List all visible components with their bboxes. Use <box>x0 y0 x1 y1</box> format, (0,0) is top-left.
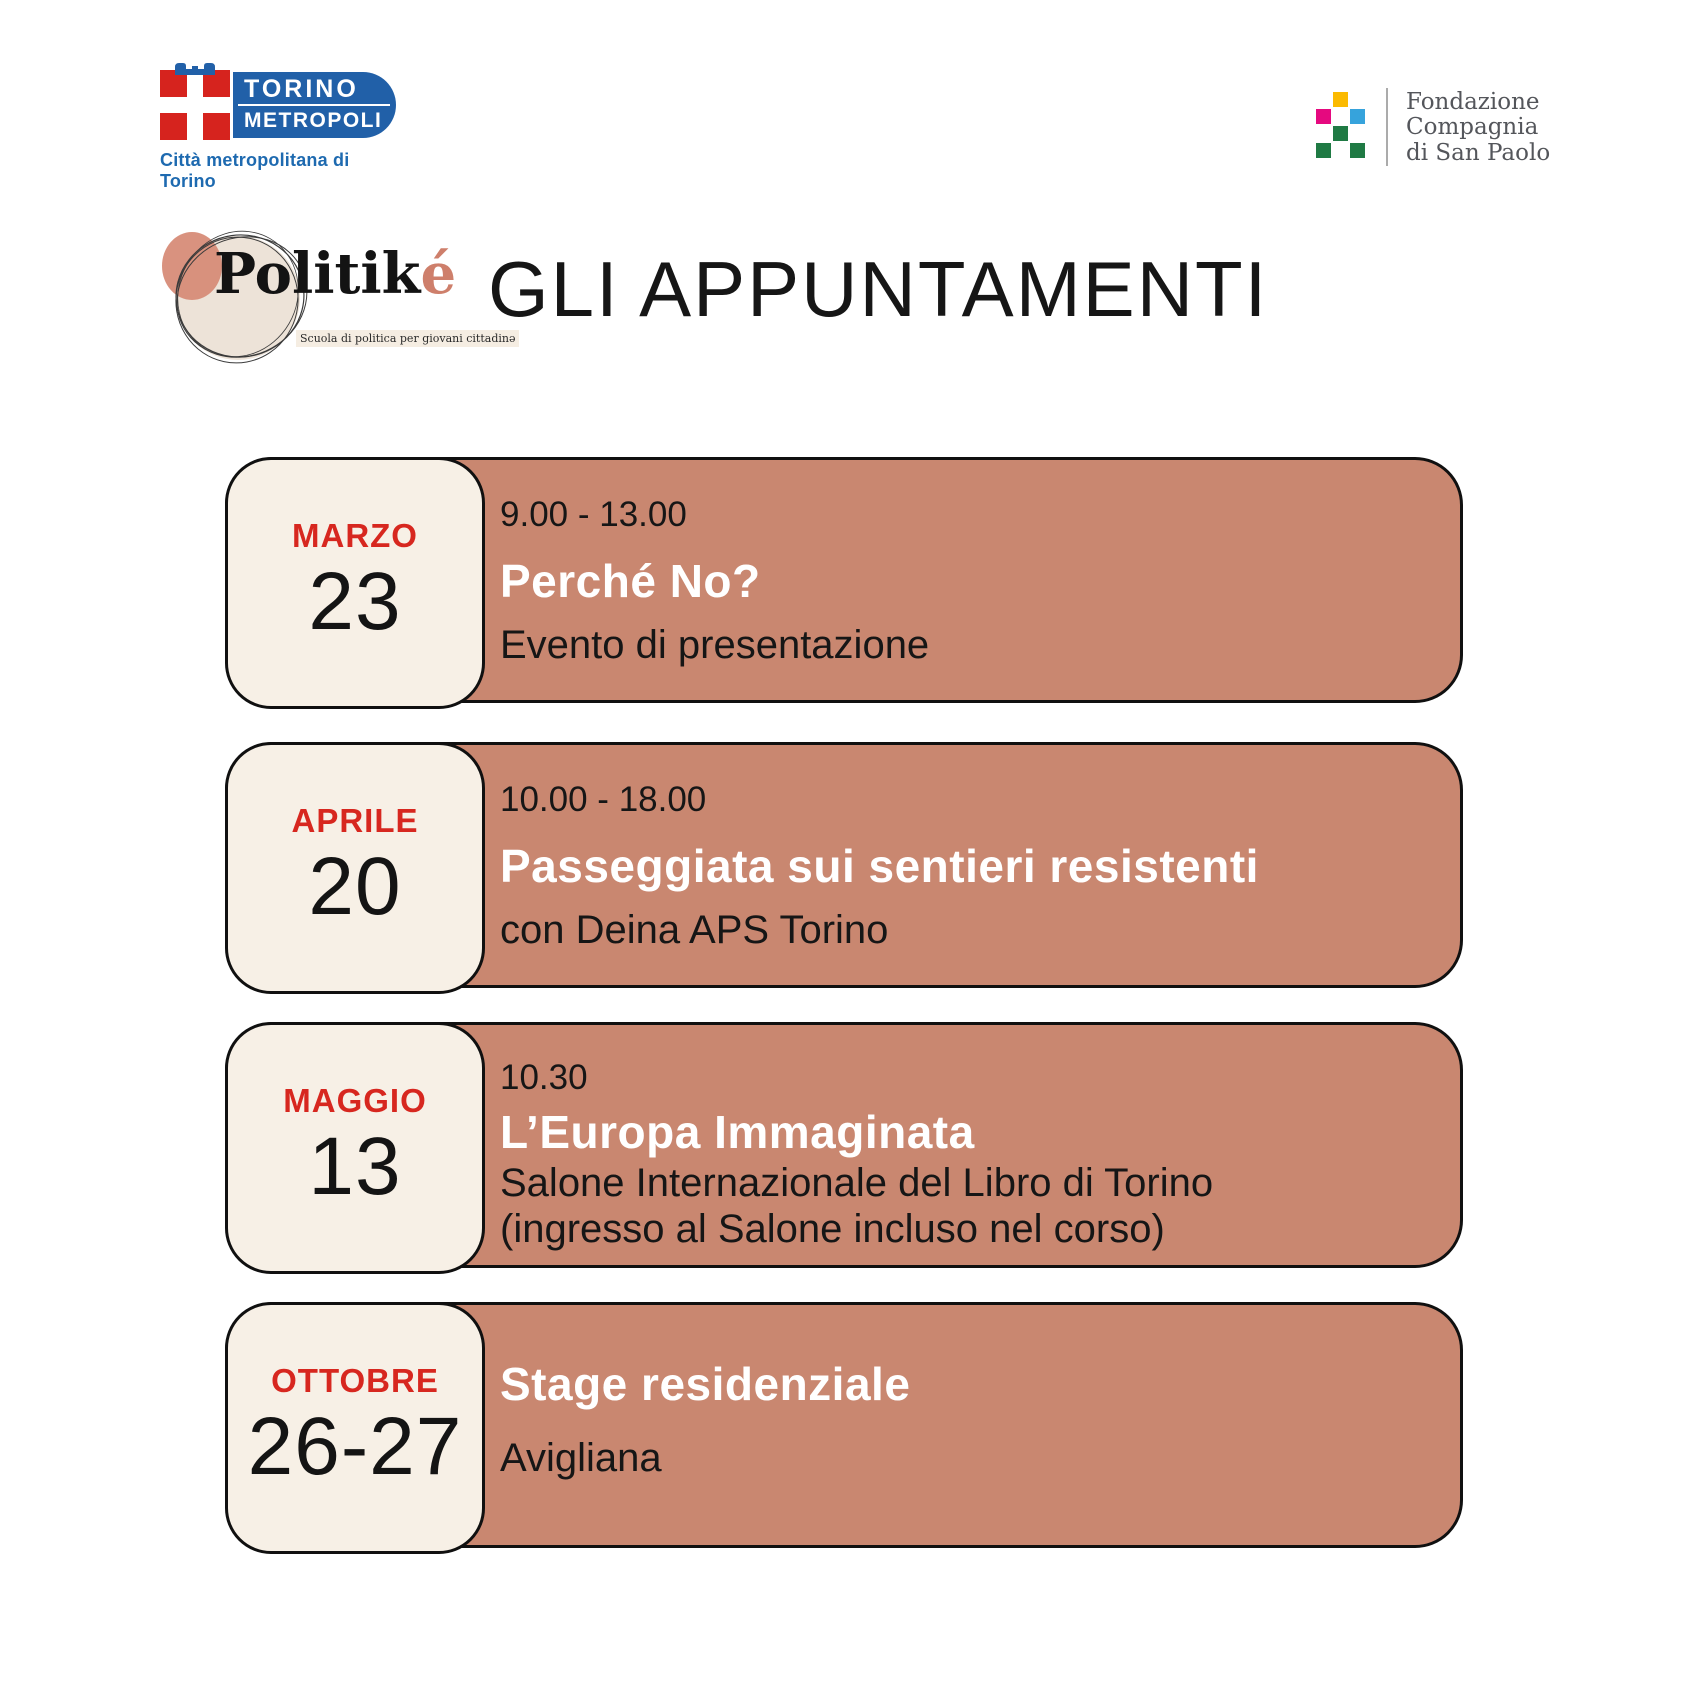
politike-wordmark: Politiké <box>214 246 456 302</box>
politike-wordmark-text: Politik <box>214 241 421 307</box>
event-detail: con Deina APS Torino <box>500 908 889 953</box>
fondazione-san-paolo-logo: Fondazione Compagnia di San Paolo <box>1316 88 1616 168</box>
event-month: MAGGIO <box>283 1081 427 1119</box>
page-title: GLI APPUNTAMENTI <box>488 245 1269 333</box>
event-detail: Avigliana <box>500 1436 662 1481</box>
fondazione-squares-icon <box>1316 92 1365 158</box>
event-card: MAGGIO 13 10.30 L’Europa Immaginata Salo… <box>225 1022 1463 1274</box>
event-content: 10.00 - 18.00 Passeggiata sui sentieri r… <box>500 745 1420 985</box>
event-day: 13 <box>308 1120 402 1212</box>
divider <box>238 104 390 106</box>
event-card: APRILE 20 10.00 - 18.00 Passeggiata sui … <box>225 742 1463 994</box>
cross-icon <box>160 97 230 113</box>
torino-logo-line1: TORINO <box>244 75 359 103</box>
politike-logo: Politiké Scuola di politica per giovani … <box>160 222 520 372</box>
event-card: MARZO 23 9.00 - 13.00 Perché No? Evento … <box>225 457 1463 709</box>
event-month: APRILE <box>291 801 419 839</box>
fondazione-line3: di San Paolo <box>1406 139 1551 166</box>
event-content: Stage residenziale Avigliana <box>500 1305 1420 1545</box>
fondazione-line1: Fondazione <box>1406 89 1540 115</box>
event-content: 10.30 L’Europa Immaginata Salone Interna… <box>500 1025 1420 1265</box>
event-title: Perché No? <box>500 555 761 607</box>
event-detail: Salone Internazionale del Libro di Torin… <box>500 1161 1214 1206</box>
fondazione-logo-text: Fondazione Compagnia di San Paolo <box>1406 89 1551 166</box>
torino-logo-line2: METROPOLI <box>244 109 383 132</box>
event-date-box: MARZO 23 <box>225 457 485 709</box>
crown-icon <box>175 63 215 75</box>
event-title: Passeggiata sui sentieri resistenti <box>500 840 1259 892</box>
event-date-box: APRILE 20 <box>225 742 485 994</box>
event-time: 10.30 <box>500 1058 588 1097</box>
event-day: 26-27 <box>247 1400 463 1492</box>
politike-circle-icon <box>162 230 308 364</box>
event-detail: (ingresso al Salone incluso nel corso) <box>500 1207 1165 1252</box>
event-month: MARZO <box>292 516 418 554</box>
torino-metropoli-logo: TORINO METROPOLI Città metropolitana di … <box>160 60 410 191</box>
event-detail: Evento di presentazione <box>500 623 930 668</box>
fondazione-line2: Compagnia <box>1406 114 1539 141</box>
event-day: 20 <box>308 840 402 932</box>
event-title: L’Europa Immaginata <box>500 1106 975 1158</box>
event-time: 10.00 - 18.00 <box>500 780 707 819</box>
torino-logo-subtitle: Città metropolitana di Torino <box>160 150 350 191</box>
politike-accent-letter: é <box>420 241 457 307</box>
event-day: 23 <box>308 555 402 647</box>
torino-coat-of-arms-icon <box>160 70 230 140</box>
event-month: OTTOBRE <box>271 1361 439 1399</box>
event-card: OTTOBRE 26-27 Stage residenziale Aviglia… <box>225 1302 1463 1554</box>
event-title: Stage residenziale <box>500 1358 911 1410</box>
event-content: 9.00 - 13.00 Perché No? Evento di presen… <box>500 460 1420 700</box>
event-date-box: OTTOBRE 26-27 <box>225 1302 485 1554</box>
event-date-box: MAGGIO 13 <box>225 1022 485 1274</box>
divider <box>1386 88 1388 166</box>
politike-tagline: Scuola di politica per giovani cittadinə <box>296 330 520 347</box>
event-time: 9.00 - 13.00 <box>500 495 687 534</box>
